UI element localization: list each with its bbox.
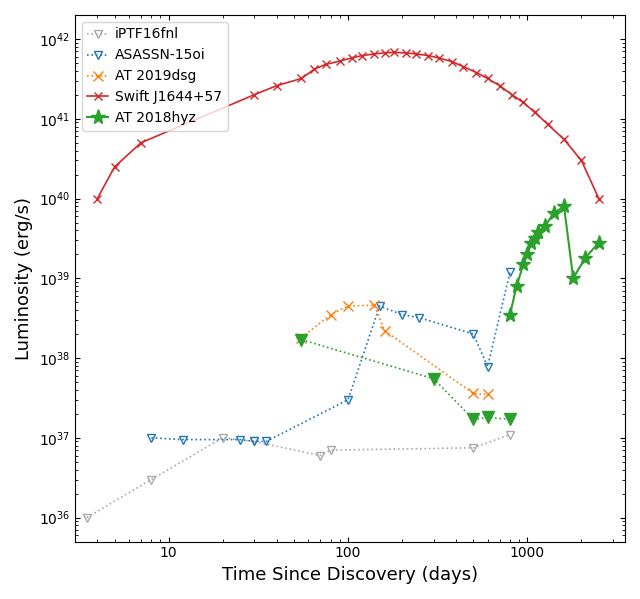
AT 2018hyz [581, 255, 589, 262]
ASASSN-15oi [344, 396, 352, 403]
Swift J1644+57 [496, 82, 504, 89]
AT 2018hyz [531, 234, 539, 241]
Swift J1644+57 [322, 61, 330, 68]
AT 2018hyz [506, 311, 514, 318]
Line: ASASSN-15oi: ASASSN-15oi [147, 268, 514, 446]
Swift J1644+57 [448, 58, 456, 65]
ASASSN-15oi [236, 436, 244, 443]
AT 2018hyz [527, 239, 535, 246]
AT 2019dsg [327, 311, 335, 318]
AT 2018hyz [513, 282, 520, 289]
Swift J1644+57 [544, 121, 552, 128]
Swift J1644+57 [137, 139, 145, 146]
Legend: iPTF16fnl, ASASSN-15oi, AT 2019dsg, Swift J1644+57, AT 2018hyz: iPTF16fnl, ASASSN-15oi, AT 2019dsg, Swif… [82, 22, 228, 131]
AT 2019dsg [381, 327, 388, 334]
Swift J1644+57 [358, 52, 366, 59]
Swift J1644+57 [310, 65, 318, 72]
AT 2018hyz [595, 239, 603, 246]
Swift J1644+57 [111, 163, 118, 170]
Swift J1644+57 [273, 82, 280, 89]
AT 2019dsg [470, 390, 477, 397]
AT 2018hyz [524, 251, 531, 258]
Line: AT 2019dsg: AT 2019dsg [296, 300, 493, 400]
AT 2018hyz [541, 223, 548, 230]
Swift J1644+57 [336, 58, 344, 65]
iPTF16fnl [316, 452, 324, 459]
Swift J1644+57 [424, 52, 432, 59]
ASASSN-15oi [470, 331, 477, 338]
Swift J1644+57 [390, 49, 397, 56]
AT 2019dsg [298, 334, 305, 341]
Swift J1644+57 [402, 49, 410, 56]
Swift J1644+57 [381, 49, 388, 56]
ASASSN-15oi [484, 363, 492, 370]
Swift J1644+57 [520, 99, 527, 106]
Swift J1644+57 [484, 75, 492, 82]
Swift J1644+57 [595, 195, 603, 202]
ASASSN-15oi [179, 436, 187, 443]
iPTF16fnl [506, 431, 514, 438]
Line: AT 2018hyz: AT 2018hyz [502, 199, 607, 322]
Swift J1644+57 [435, 55, 442, 62]
AT 2019dsg [344, 302, 352, 310]
ASASSN-15oi [398, 311, 406, 318]
ASASSN-15oi [262, 438, 270, 445]
AT 2018hyz [534, 228, 542, 235]
AT 2018hyz [560, 202, 568, 210]
X-axis label: Time Since Discovery (days): Time Since Discovery (days) [222, 566, 478, 584]
AT 2019dsg [484, 391, 492, 398]
Swift J1644+57 [371, 50, 378, 58]
Swift J1644+57 [250, 91, 258, 98]
ASASSN-15oi [415, 314, 423, 321]
AT 2018hyz [550, 210, 557, 217]
Swift J1644+57 [472, 69, 480, 76]
Line: Swift J1644+57: Swift J1644+57 [93, 48, 603, 202]
Swift J1644+57 [460, 63, 467, 70]
AT 2019dsg [371, 301, 378, 308]
Swift J1644+57 [508, 91, 516, 98]
Swift J1644+57 [348, 55, 356, 62]
Swift J1644+57 [531, 109, 539, 116]
ASASSN-15oi [147, 434, 155, 441]
iPTF16fnl [147, 476, 155, 483]
Swift J1644+57 [298, 75, 305, 82]
ASASSN-15oi [506, 268, 514, 276]
ASASSN-15oi [250, 438, 258, 445]
AT 2018hyz [520, 261, 527, 268]
iPTF16fnl [83, 514, 91, 521]
Swift J1644+57 [560, 136, 568, 143]
Y-axis label: Luminosity (erg/s): Luminosity (erg/s) [15, 197, 33, 360]
AT 2018hyz [570, 275, 577, 282]
Line: iPTF16fnl: iPTF16fnl [83, 430, 514, 522]
ASASSN-15oi [376, 302, 383, 310]
iPTF16fnl [470, 444, 477, 452]
Swift J1644+57 [93, 195, 101, 202]
iPTF16fnl [327, 447, 335, 454]
iPTF16fnl [219, 434, 227, 441]
Swift J1644+57 [577, 157, 585, 164]
iPTF16fnl [250, 438, 258, 445]
Swift J1644+57 [412, 50, 420, 58]
